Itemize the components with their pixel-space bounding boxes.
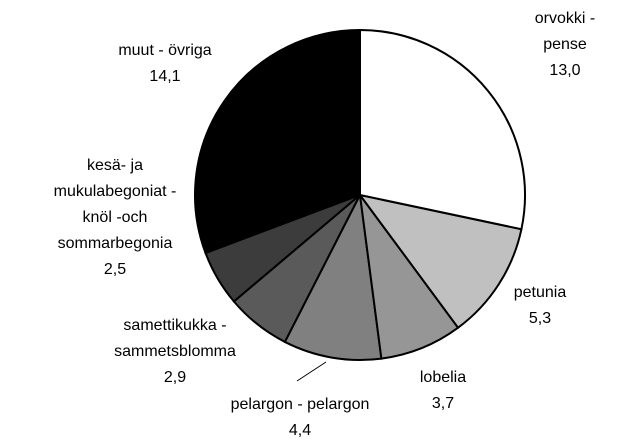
value-label: 5,3: [528, 310, 552, 327]
slice-label: petunia 5,3: [514, 280, 567, 332]
value-label: 14,1: [149, 68, 181, 85]
pie-slice: [359, 28, 526, 231]
slice-label: samettikukka - sammetsblomma 2,9: [114, 313, 236, 391]
pie-slice: [194, 28, 361, 255]
slice-label: muut - övriga 14,1: [118, 38, 211, 90]
slice-label: kesä- ja mukulabegoniat - knöl -och somm…: [54, 153, 177, 283]
pie-slice: [357, 193, 523, 330]
value-label: 2,5: [103, 261, 127, 278]
value-label: 13,0: [549, 62, 581, 79]
value-label: 2,9: [163, 369, 187, 386]
slice-label: pelargon - pelargon 4,4: [231, 392, 370, 439]
value-label: 3,7: [431, 395, 455, 412]
pie-slice: [283, 191, 383, 361]
value-label: 4,4: [288, 422, 312, 439]
category-label: kesä- ja mukulabegoniat - knöl -och somm…: [53, 157, 177, 252]
category-label: samettikukka - sammetsblomma: [114, 317, 236, 360]
slice-label: lobelia 3,7: [420, 365, 466, 417]
category-label: petunia: [513, 284, 567, 301]
category-label: muut - övriga: [118, 42, 212, 59]
slice-label: orvokki - pense 13,0: [527, 6, 603, 84]
category-label: pelargon - pelargon: [230, 396, 370, 413]
leader-line: [296, 361, 327, 382]
category-label: lobelia: [419, 369, 467, 386]
category-label: orvokki - pense: [534, 10, 596, 53]
